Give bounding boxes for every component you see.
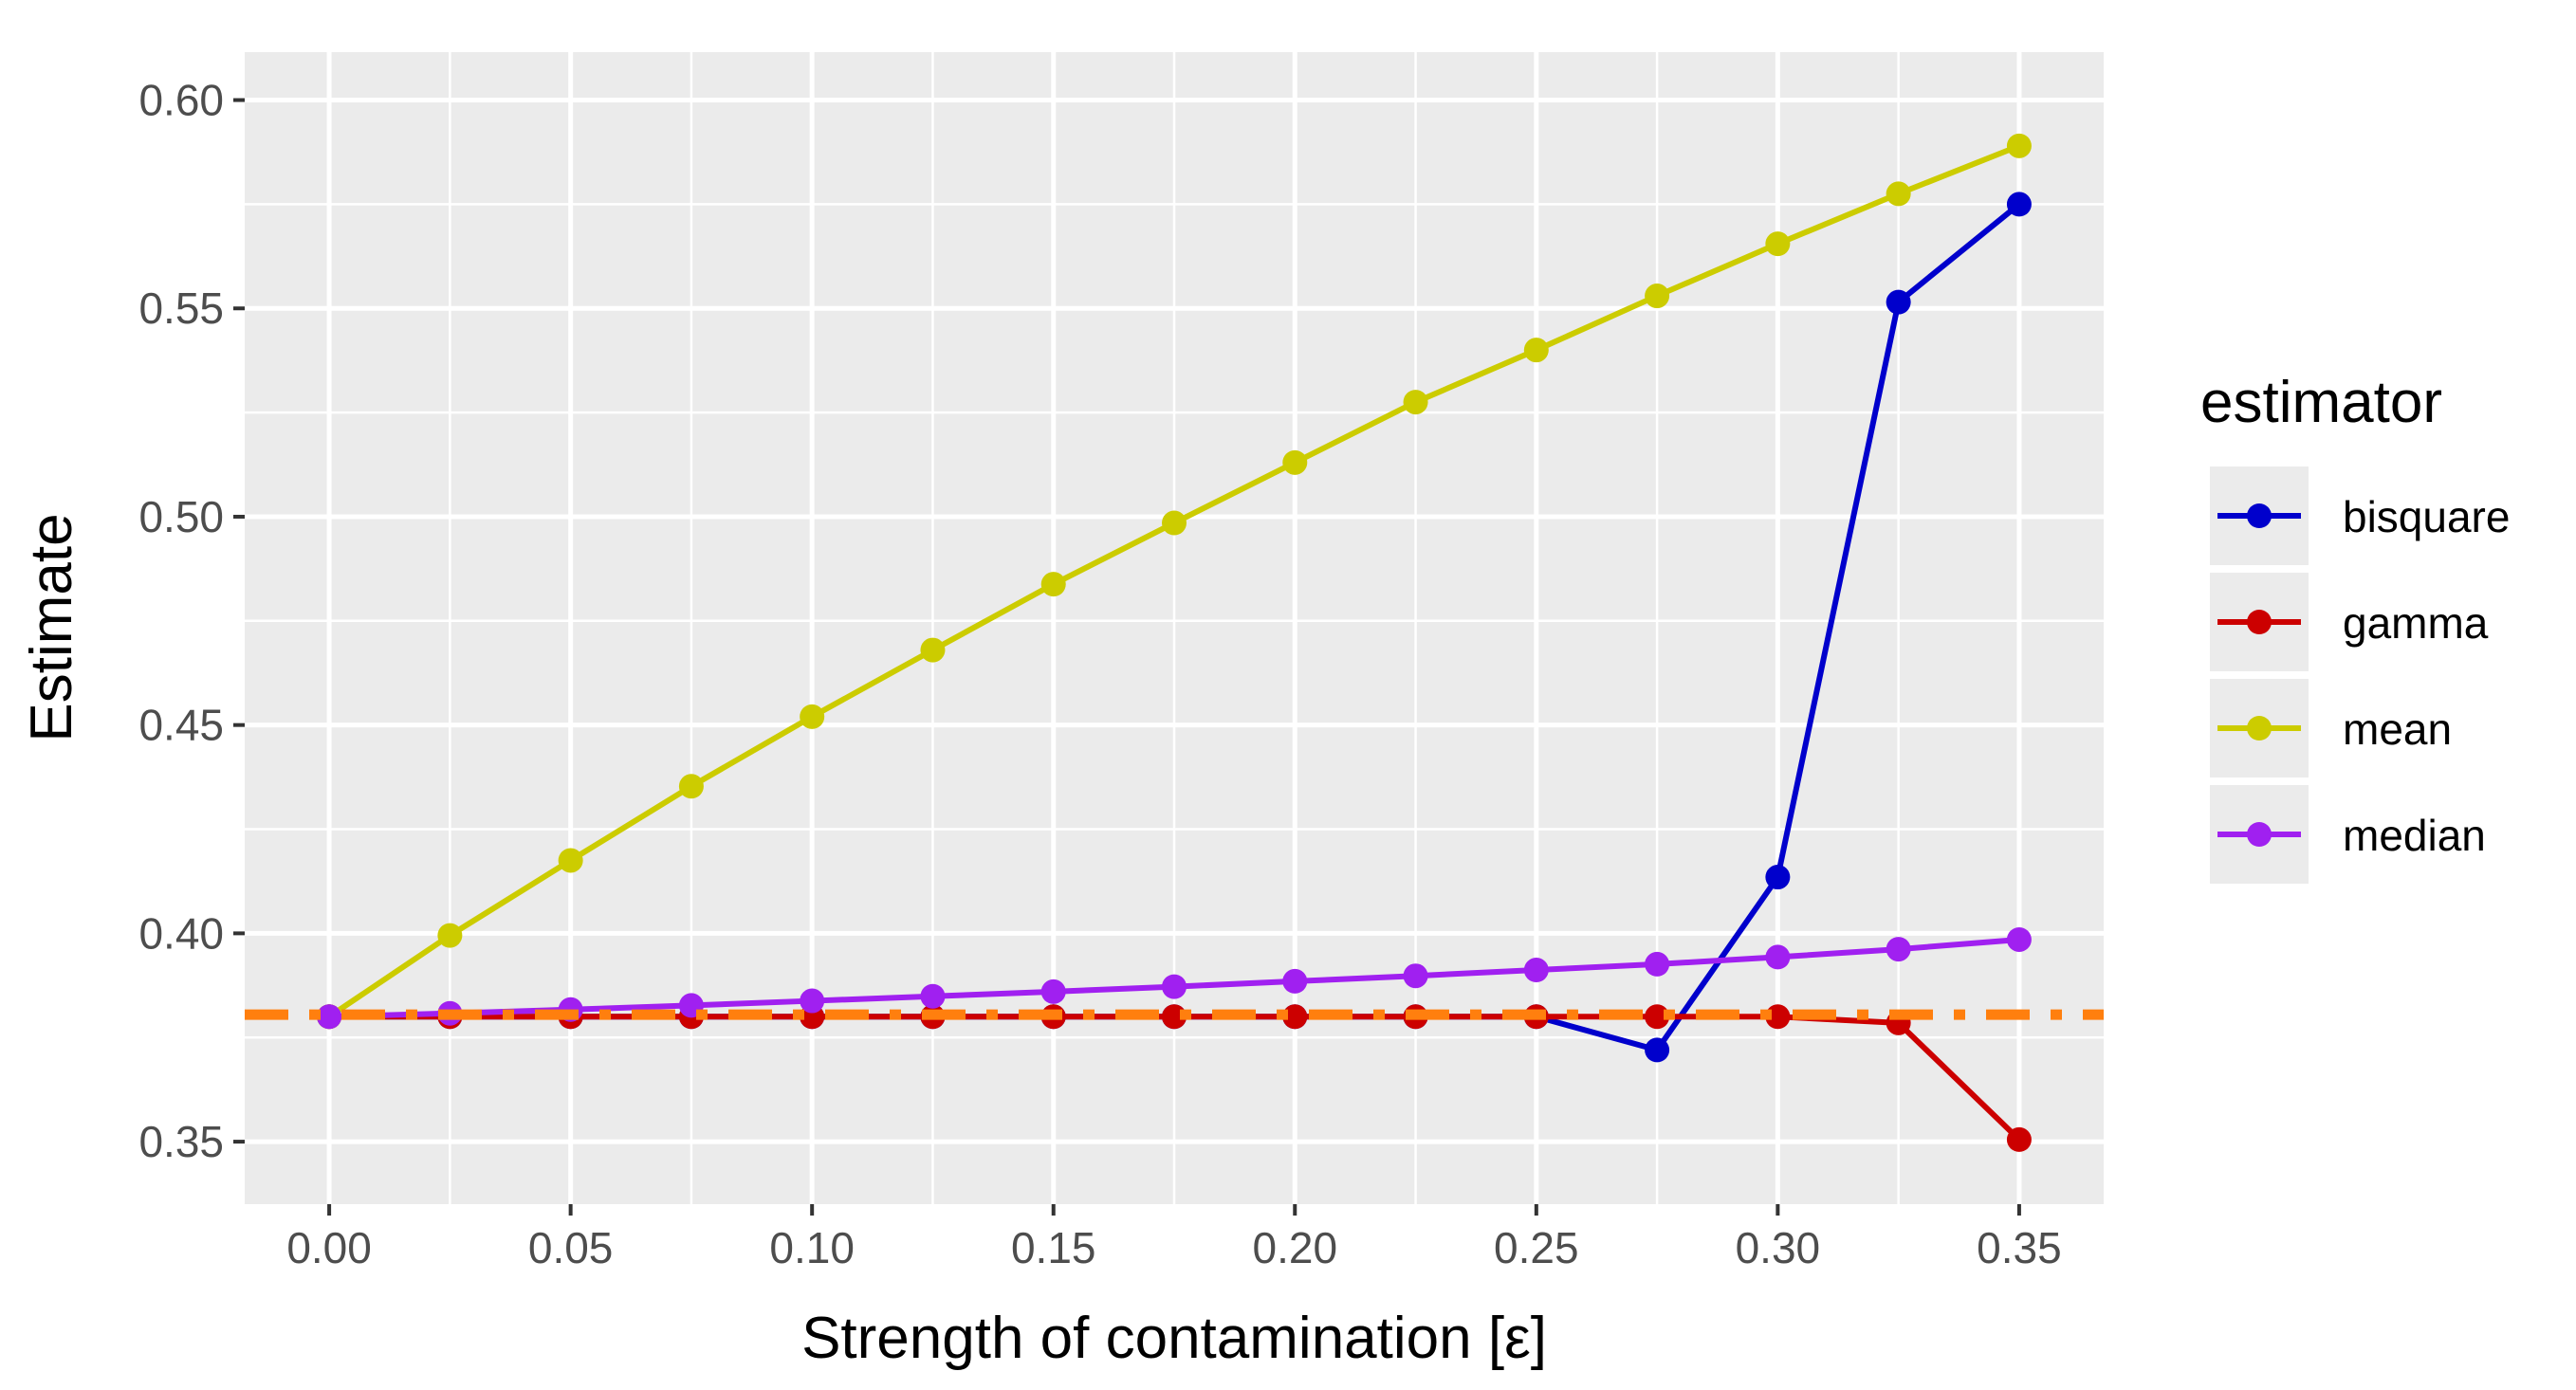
legend-label-median: median	[2343, 811, 2486, 860]
legend: estimator bisquare gamma mean median	[2200, 370, 2510, 884]
legend-key-point-bisquare	[2247, 503, 2272, 528]
data-point-median	[1162, 974, 1187, 999]
data-point-mean	[1645, 283, 1670, 309]
y-axis-title: Estimate	[19, 513, 84, 741]
data-point-bisquare	[2006, 192, 2032, 217]
data-point-median	[1886, 937, 1911, 962]
data-point-bisquare	[1765, 865, 1791, 890]
data-point-bisquare	[1645, 1037, 1670, 1063]
y-tick-label: 0.55	[138, 283, 224, 333]
axes: 0.00 0.05 0.10 0.15 0.20 0.25 0.30 0.35 0.35 0.40…	[138, 76, 2061, 1272]
x-tick-label: 0.10	[769, 1223, 855, 1272]
data-point-median	[1403, 963, 1428, 989]
data-point-mean	[920, 637, 946, 663]
legend-key-point-gamma	[2247, 610, 2272, 634]
data-point-mean	[1765, 231, 1791, 257]
data-point-mean	[1162, 510, 1187, 536]
data-point-median	[1645, 951, 1670, 977]
legend-key-point-median	[2247, 822, 2272, 847]
y-tick-label: 0.45	[138, 701, 224, 750]
data-point-mean	[678, 774, 704, 799]
data-point-median	[1040, 978, 1066, 1004]
data-point-mean	[800, 704, 825, 729]
x-tick-label: 0.25	[1494, 1223, 1579, 1272]
data-point-mean	[1282, 449, 1308, 475]
data-point-gamma	[1645, 1004, 1670, 1030]
x-axis-title: Strength of contamination [ε]	[801, 1306, 1547, 1371]
y-tick-label: 0.60	[138, 76, 224, 125]
data-point-median	[1523, 958, 1549, 983]
data-point-median	[2006, 926, 2032, 952]
data-point-median	[1765, 944, 1791, 970]
data-point-median	[317, 1004, 342, 1030]
y-tick-label: 0.50	[138, 492, 224, 541]
data-point-mean	[1403, 390, 1428, 415]
legend-label-gamma: gamma	[2343, 598, 2489, 648]
data-point-mean	[558, 848, 583, 873]
data-point-mean	[1886, 181, 1911, 207]
legend-title: estimator	[2200, 370, 2442, 435]
x-tick-label: 0.05	[528, 1223, 614, 1272]
y-tick-label: 0.40	[138, 908, 224, 958]
series-layer	[245, 133, 2104, 1152]
x-tick-label: 0.15	[1011, 1223, 1096, 1272]
x-tick-label: 0.00	[286, 1223, 372, 1272]
x-tick-label: 0.20	[1253, 1223, 1338, 1272]
minor-gridlines	[245, 52, 2104, 1204]
data-point-median	[920, 983, 946, 1009]
data-point-mean	[2006, 133, 2032, 158]
x-tick-label: 0.35	[1977, 1223, 2062, 1272]
legend-label-bisquare: bisquare	[2343, 492, 2510, 541]
data-point-mean	[1040, 572, 1066, 597]
data-point-mean	[437, 923, 463, 948]
legend-key-point-mean	[2247, 716, 2272, 741]
data-point-bisquare	[1886, 289, 1911, 315]
data-point-gamma	[1282, 1004, 1308, 1030]
data-point-median	[800, 988, 825, 1014]
x-tick-label: 0.30	[1736, 1223, 1821, 1272]
legend-label-mean: mean	[2343, 704, 2452, 754]
y-tick-label: 0.35	[138, 1117, 224, 1166]
data-point-median	[1282, 968, 1308, 994]
data-point-gamma	[2006, 1126, 2032, 1152]
data-point-mean	[1523, 338, 1549, 363]
